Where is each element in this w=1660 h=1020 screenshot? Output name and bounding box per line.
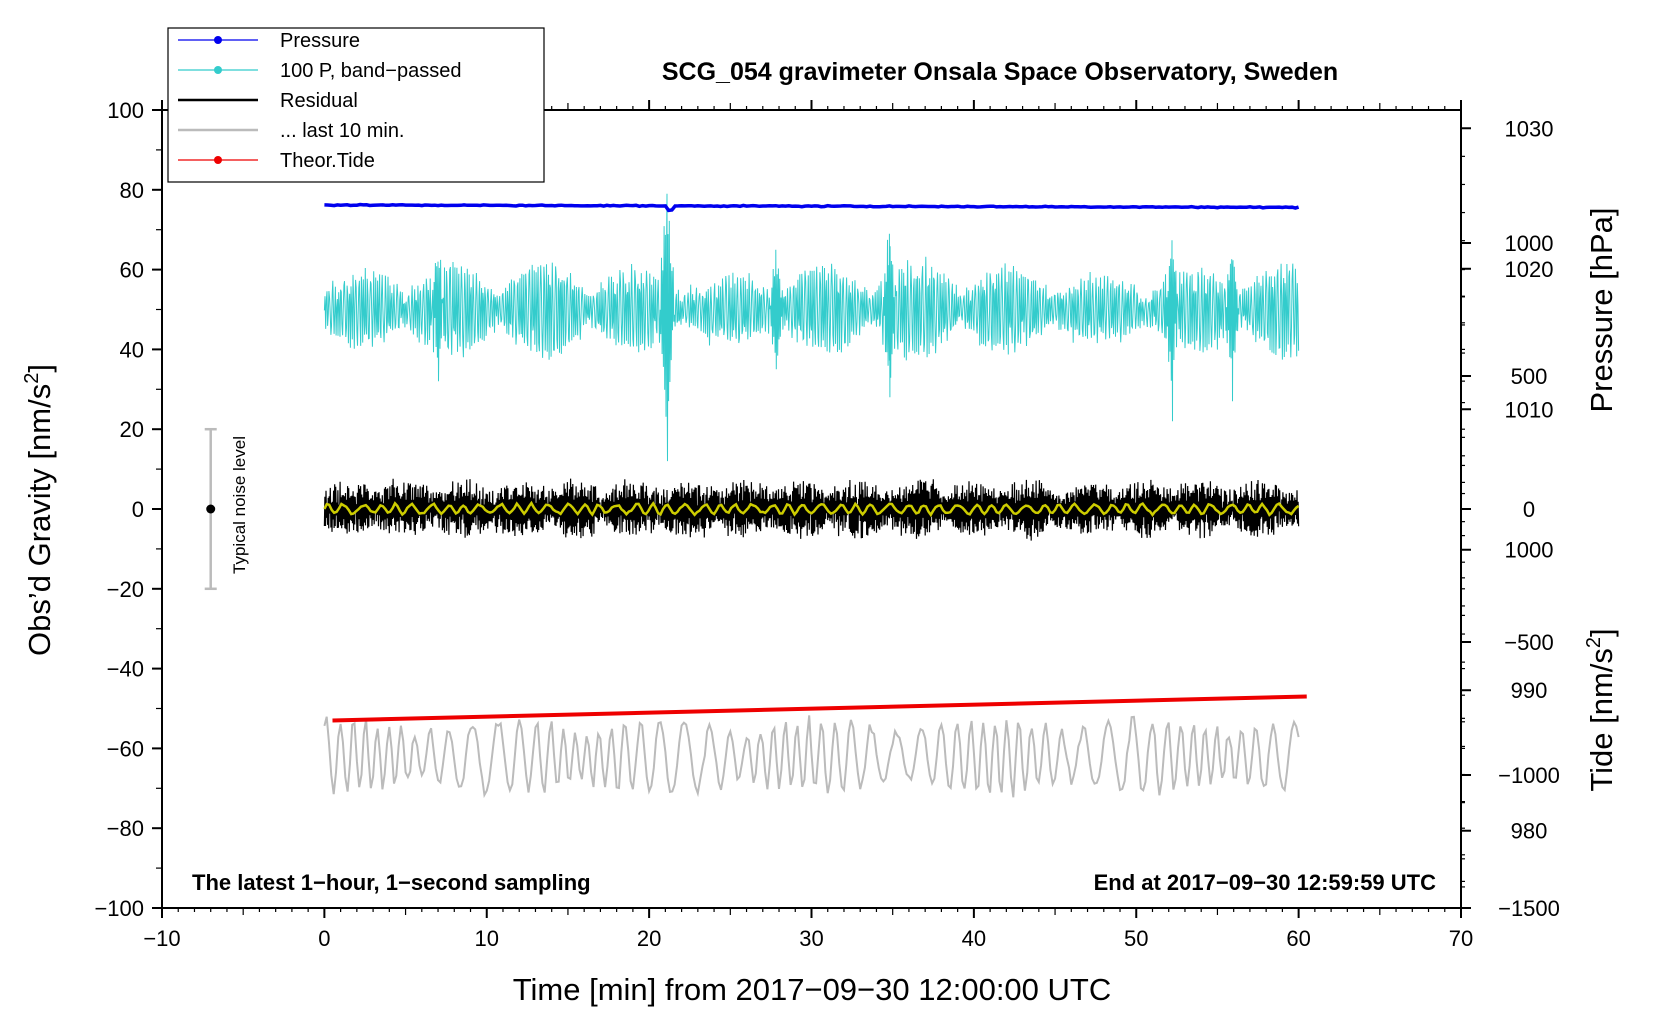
y-tick-label-pressure: 1030: [1505, 116, 1554, 141]
residual-smoothed-line: [323, 500, 1300, 518]
y-tick-label-pressure: 980: [1511, 819, 1548, 844]
legend-swatch-marker: [214, 36, 222, 44]
y-tick-label-tide: 1000: [1505, 231, 1554, 256]
legend-swatch-marker: [214, 66, 222, 74]
residual-line: [323, 478, 1300, 541]
y-tide-sup: 2: [1583, 637, 1605, 648]
y-tick-label-left: 20: [120, 417, 144, 442]
x-tick-label: 40: [962, 926, 986, 951]
y-left-sup: 2: [21, 373, 43, 384]
y-tick-label-left: 80: [120, 178, 144, 203]
x-axis-title: Time [min] from 2017−09−30 12:00:00 UTC: [513, 972, 1112, 1007]
noise-label: Typical noise level: [230, 436, 249, 574]
y-tick-label-left: −20: [107, 577, 144, 602]
legend: Pressure 100 P, band−passed Residual ... la…: [167, 27, 545, 183]
y-tick-label-tide: −1500: [1498, 896, 1560, 921]
x-tick-label: 0: [318, 926, 330, 951]
x-tick-label: 50: [1124, 926, 1148, 951]
y-tick-label-left: 60: [120, 258, 144, 283]
band-passed-pressure-series: [323, 193, 1300, 462]
y-left-close: ]: [22, 364, 57, 373]
legend-box: [167, 27, 545, 183]
y-tick-label-tide: 500: [1511, 364, 1548, 389]
note-right: End at 2017−09−30 12:59:59 UTC: [1094, 870, 1437, 895]
y-tick-label-left: −60: [107, 736, 144, 761]
noise-bar-center-dot: [206, 504, 216, 514]
y-left-main: Obs’d Gravity [nm/s: [22, 384, 57, 656]
y-tick-label-left: −100: [94, 896, 144, 921]
y-tick-label-pressure: 990: [1511, 678, 1548, 703]
y-tick-label-tide: −500: [1504, 630, 1554, 655]
note-left: The latest 1−hour, 1−second sampling: [192, 870, 591, 895]
pressure-line: [324, 202, 1300, 213]
residual-series: [323, 478, 1300, 541]
y-tick-label-left: −80: [107, 816, 144, 841]
x-tick-label: 30: [799, 926, 823, 951]
y-tick-label-left: 0: [132, 497, 144, 522]
pressure-series: [324, 202, 1300, 213]
legend-label: Theor.Tide: [280, 150, 375, 172]
y-tide-close: ]: [1584, 628, 1619, 637]
last-10-min-line: [323, 715, 1300, 799]
legend-swatch-marker: [214, 156, 222, 164]
noise-level-indicator: [204, 427, 217, 591]
theoretical-tide-series: [332, 694, 1307, 723]
legend-label: 100 P, band−passed: [280, 60, 461, 82]
x-tick-label: 20: [637, 926, 661, 951]
axis-ticks: −10 0 10 20 30 40 50 60 70100806040200−20−40−60−…: [94, 98, 1559, 951]
x-tick-label: 10: [475, 926, 499, 951]
last-10-min-series: [323, 715, 1300, 799]
y-tick-label-tide: −1000: [1498, 763, 1560, 788]
y-tick-label-pressure: 1020: [1505, 257, 1554, 282]
x-tick-label: 60: [1286, 926, 1310, 951]
y-tick-label-left: 40: [120, 337, 144, 362]
y-tick-label-pressure: 1010: [1505, 397, 1554, 422]
y-tick-label-left: −40: [107, 657, 144, 682]
residual-smoothed-series: [323, 500, 1300, 518]
y-tick-label-tide: 0: [1523, 497, 1535, 522]
y-tick-label-left: 100: [107, 98, 144, 123]
y-axis-title-left: Obs’d Gravity [nm/s2]: [21, 364, 57, 656]
y-tick-label-pressure: 1000: [1505, 538, 1554, 563]
y-axis-title-pressure: Pressure [hPa]: [1584, 207, 1619, 412]
legend-label: ... last 10 min.: [280, 120, 405, 142]
theoretical-tide-line: [332, 694, 1307, 723]
chart-title: SCG_054 gravimeter Onsala Space Observat…: [662, 58, 1338, 86]
legend-label: Pressure: [280, 30, 360, 52]
legend-label: Residual: [280, 90, 358, 112]
y-axis-title-tide: Tide [nm/s2]: [1583, 628, 1619, 791]
y-tide-main: Tide [nm/s: [1584, 648, 1619, 792]
x-tick-label: 70: [1449, 926, 1473, 951]
x-tick-label: −10: [143, 926, 180, 951]
band-passed-line: [323, 193, 1300, 462]
